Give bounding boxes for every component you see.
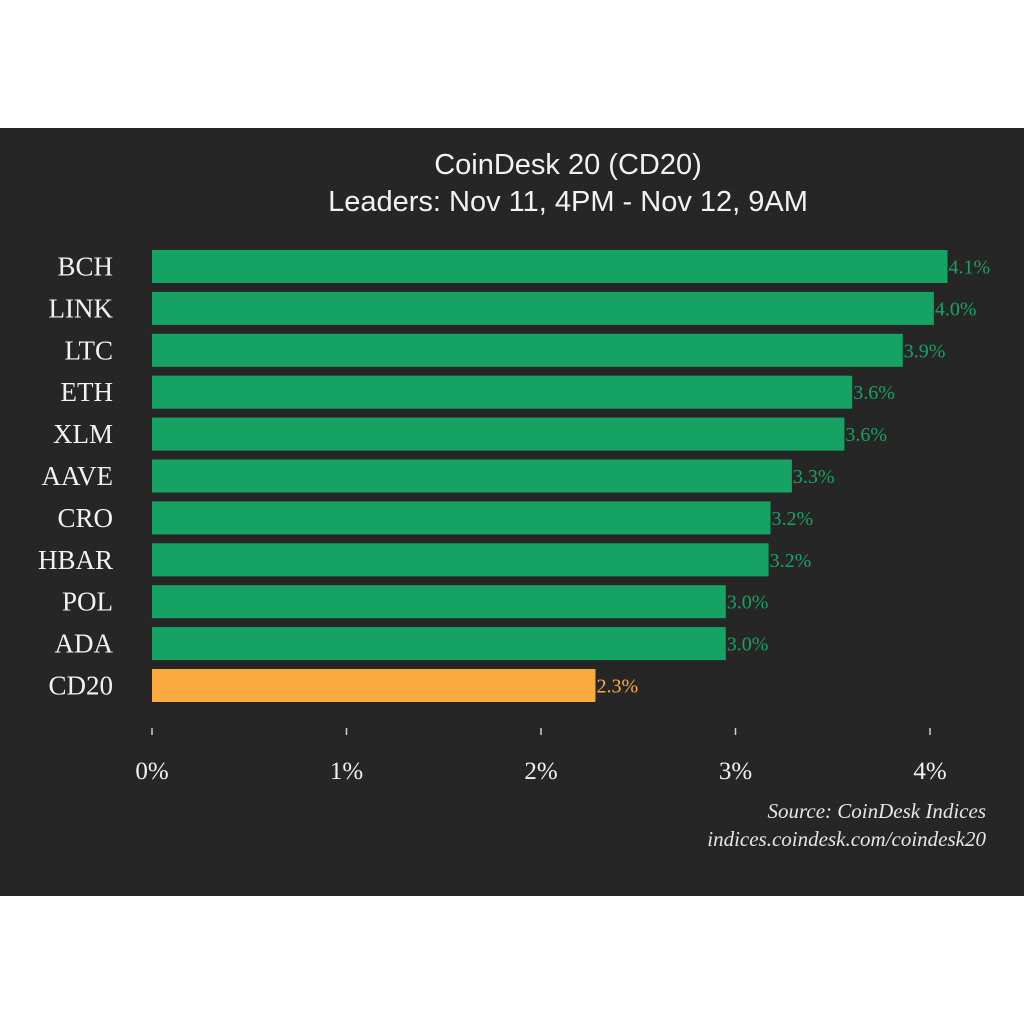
value-label-bch: 4.1% <box>949 257 991 279</box>
source-line: Source: CoinDesk Indices <box>768 799 987 823</box>
bars-group: BCH 4.1% LINK 4.0% LTC 3.9% ETH 3.6% XLM 3.6% AAVE… <box>38 250 990 702</box>
value-label-link: 4.0% <box>935 298 977 320</box>
chart-panel: CoinDesk 20 (CD20) Leaders: Nov 11, 4PM … <box>0 128 1024 896</box>
category-label-cro: CRO <box>57 503 113 533</box>
bar-eth <box>152 375 853 409</box>
x-tick-label: 1% <box>330 758 363 785</box>
bar-chart: CoinDesk 20 (CD20) Leaders: Nov 11, 4PM … <box>38 149 990 851</box>
bar-link <box>152 291 934 325</box>
x-tick-label: 3% <box>719 758 752 785</box>
x-tick-label: 0% <box>135 758 168 785</box>
category-label-hbar: HBAR <box>38 545 113 575</box>
source-url: indices.coindesk.com/coindesk20 <box>707 827 986 851</box>
category-label-cd20: CD20 <box>48 671 113 701</box>
category-label-xlm: XLM <box>53 419 113 449</box>
bar-cro <box>152 501 771 535</box>
bar-bch <box>152 250 948 283</box>
bar-pol <box>152 585 726 619</box>
value-label-xlm: 3.6% <box>845 424 887 446</box>
category-label-bch: BCH <box>57 252 113 282</box>
chart-subtitle: Leaders: Nov 11, 4PM - Nov 12, 9AM <box>328 186 808 218</box>
value-label-cd20: 2.3% <box>596 676 638 698</box>
bar-ltc <box>152 333 903 367</box>
value-label-ltc: 3.9% <box>904 340 946 362</box>
x-axis: 0% 1% 2% 3% 4% <box>135 728 947 785</box>
bar-hbar <box>152 543 769 577</box>
value-label-eth: 3.6% <box>853 382 895 404</box>
x-tick-label: 4% <box>913 758 946 785</box>
category-label-ltc: LTC <box>64 335 113 365</box>
category-label-ada: ADA <box>55 629 114 659</box>
x-tick-label: 2% <box>524 758 557 785</box>
bar-xlm <box>152 417 845 451</box>
value-label-ada: 3.0% <box>727 634 769 656</box>
value-label-cro: 3.2% <box>772 508 814 530</box>
category-label-pol: POL <box>62 587 113 617</box>
value-label-aave: 3.3% <box>793 466 835 488</box>
category-label-link: LINK <box>49 293 114 323</box>
value-label-hbar: 3.2% <box>770 550 812 572</box>
chart-title: CoinDesk 20 (CD20) <box>434 149 702 181</box>
bar-aave <box>152 459 792 493</box>
bar-ada <box>152 627 726 661</box>
category-label-eth: ETH <box>61 377 113 407</box>
value-label-pol: 3.0% <box>727 592 769 614</box>
bar-cd20 <box>152 669 596 702</box>
category-label-aave: AAVE <box>41 461 113 491</box>
